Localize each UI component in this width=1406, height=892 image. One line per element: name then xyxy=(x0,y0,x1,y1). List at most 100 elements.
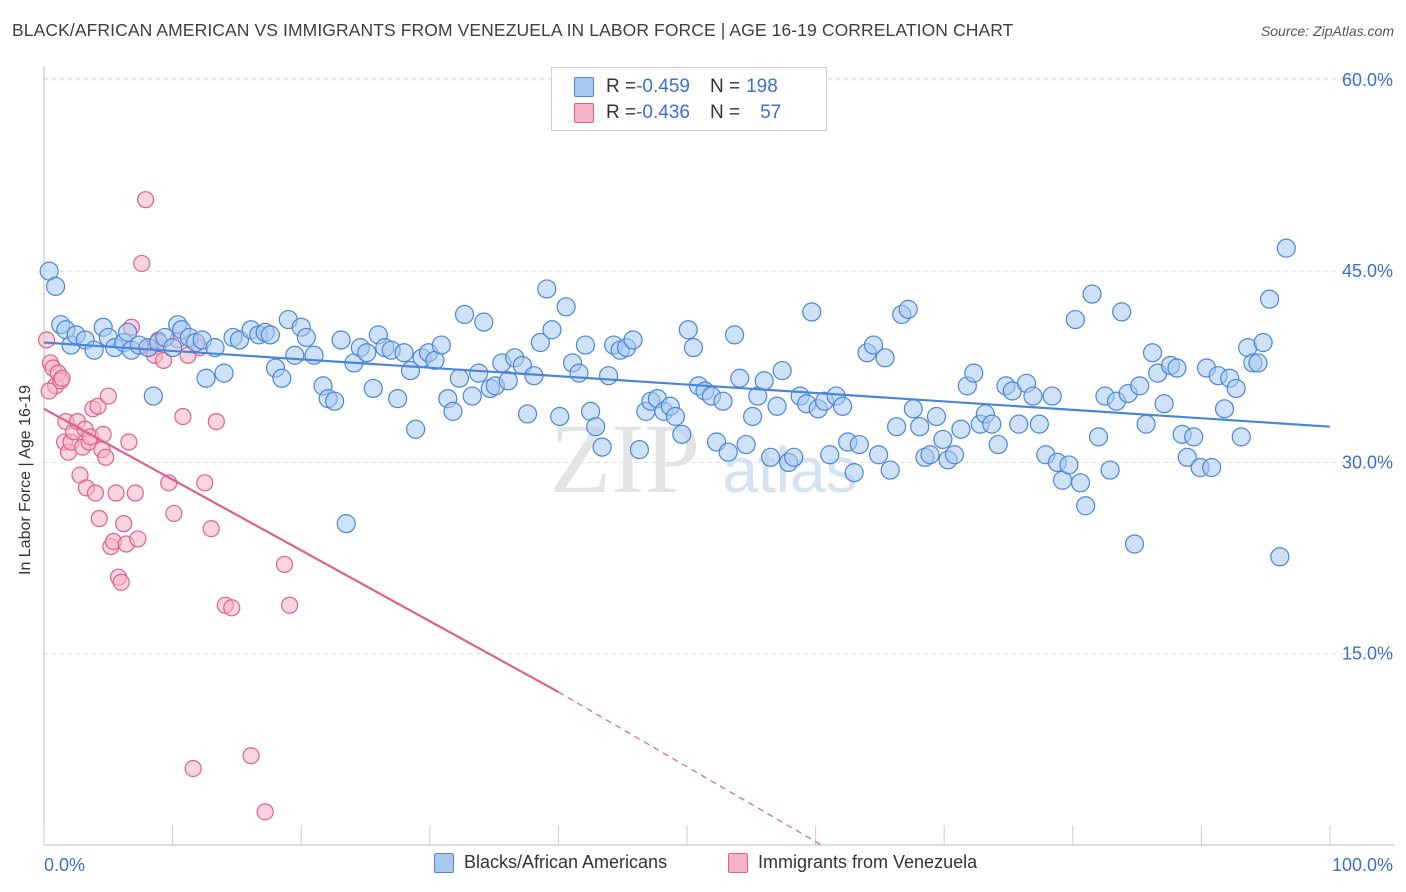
point-black xyxy=(431,335,451,355)
point-black xyxy=(1167,358,1187,378)
point-venezuela xyxy=(99,387,117,405)
trend-lines xyxy=(43,341,1331,846)
point-black xyxy=(592,437,612,457)
point-venezuela xyxy=(275,555,294,574)
point-black xyxy=(84,340,104,360)
point-black xyxy=(296,327,316,348)
point-black xyxy=(285,345,305,365)
point-black xyxy=(713,391,733,411)
point-black xyxy=(1202,457,1222,478)
point-venezuela xyxy=(94,425,112,443)
point-black xyxy=(887,417,907,437)
series-venezuela-points xyxy=(37,191,299,821)
y-axis-label: In Labor Force | Age 16-19 xyxy=(17,384,34,575)
point-black xyxy=(910,417,930,437)
bottom-legend-item-black: Blacks/African Americans xyxy=(434,852,667,873)
legend-n-label: N = xyxy=(709,76,741,97)
point-black xyxy=(1076,496,1096,516)
point-venezuela xyxy=(37,331,56,349)
legend-r-label: R = xyxy=(606,102,637,123)
point-black xyxy=(1276,238,1296,258)
point-black xyxy=(1029,414,1049,434)
legend-n-value: 198 xyxy=(746,76,778,97)
point-black xyxy=(920,445,940,465)
point-black xyxy=(964,363,984,383)
point-black xyxy=(1154,394,1174,414)
point-black xyxy=(214,363,234,383)
point-black xyxy=(718,442,738,462)
legend-row-black: R = -0.459 N = 198 xyxy=(574,74,778,100)
point-black xyxy=(586,417,606,437)
point-black xyxy=(629,440,650,460)
point-black xyxy=(517,404,538,424)
point-black xyxy=(820,445,840,465)
point-black xyxy=(1136,414,1156,434)
x-tick-label-min: 0.0% xyxy=(44,855,85,875)
trend-line-venezuela-extension xyxy=(558,691,822,846)
bottom-legend-swatch-venezuela xyxy=(728,852,748,873)
point-black xyxy=(869,445,889,465)
point-black xyxy=(742,406,763,427)
point-black xyxy=(1130,376,1150,396)
point-black xyxy=(1231,427,1251,447)
point-black xyxy=(394,343,414,363)
y-tick-label: 15.0% xyxy=(1342,644,1393,664)
point-black xyxy=(474,312,494,332)
legend-row-venezuela: R = -0.436 N = 57 xyxy=(574,100,781,126)
point-black xyxy=(598,366,619,386)
point-black xyxy=(143,386,163,406)
point-black xyxy=(880,460,900,480)
point-black xyxy=(672,424,692,444)
bottom-legend: Blacks/African Americans Immigrants from… xyxy=(0,852,1406,878)
point-black xyxy=(926,406,947,427)
point-venezuela xyxy=(207,412,225,431)
point-black xyxy=(849,434,869,455)
point-black xyxy=(933,429,953,450)
point-black xyxy=(1253,332,1273,353)
point-black xyxy=(772,360,792,381)
point-venezuela xyxy=(136,191,155,209)
point-black xyxy=(1226,378,1246,399)
legend-box: R = -0.459 N = 198 R = -0.436 N = 57 xyxy=(551,67,827,131)
grid-lines xyxy=(44,77,1394,655)
point-venezuela xyxy=(115,515,133,533)
point-venezuela xyxy=(86,484,105,502)
tick-labels: 15.0% 30.0% 45.0% 60.0% 0.0% 100.0% xyxy=(44,70,1393,875)
point-venezuela xyxy=(165,504,183,523)
point-black xyxy=(863,335,884,355)
point-black xyxy=(1214,399,1235,419)
point-black xyxy=(678,320,698,340)
point-black xyxy=(623,330,643,350)
bottom-legend-swatch-black xyxy=(434,852,454,873)
y-tick-label: 30.0% xyxy=(1342,452,1393,472)
point-black xyxy=(449,368,469,388)
point-venezuela xyxy=(154,351,173,369)
point-black xyxy=(1042,386,1062,406)
point-black xyxy=(1100,460,1120,480)
point-venezuela xyxy=(242,747,260,765)
point-black xyxy=(736,434,756,455)
point-black xyxy=(1248,353,1268,373)
point-venezuela xyxy=(126,484,144,502)
point-black xyxy=(530,332,550,353)
point-black xyxy=(1124,534,1145,554)
point-venezuela xyxy=(53,369,71,387)
point-black xyxy=(944,445,965,465)
point-black xyxy=(767,396,787,416)
point-black xyxy=(196,368,216,388)
point-black xyxy=(550,406,570,427)
point-black xyxy=(1088,427,1109,447)
point-black xyxy=(988,434,1008,455)
point-black xyxy=(1065,309,1085,330)
y-tick-label: 45.0% xyxy=(1342,261,1393,281)
legend-n-label: N = xyxy=(709,102,741,123)
point-black xyxy=(833,396,853,416)
point-venezuela xyxy=(89,397,107,415)
point-black xyxy=(1082,284,1102,304)
point-venezuela xyxy=(107,484,125,502)
point-black xyxy=(730,368,750,388)
point-black xyxy=(784,447,804,467)
trend-line-venezuela xyxy=(43,407,559,693)
point-black xyxy=(898,299,918,319)
point-black xyxy=(1009,414,1029,434)
